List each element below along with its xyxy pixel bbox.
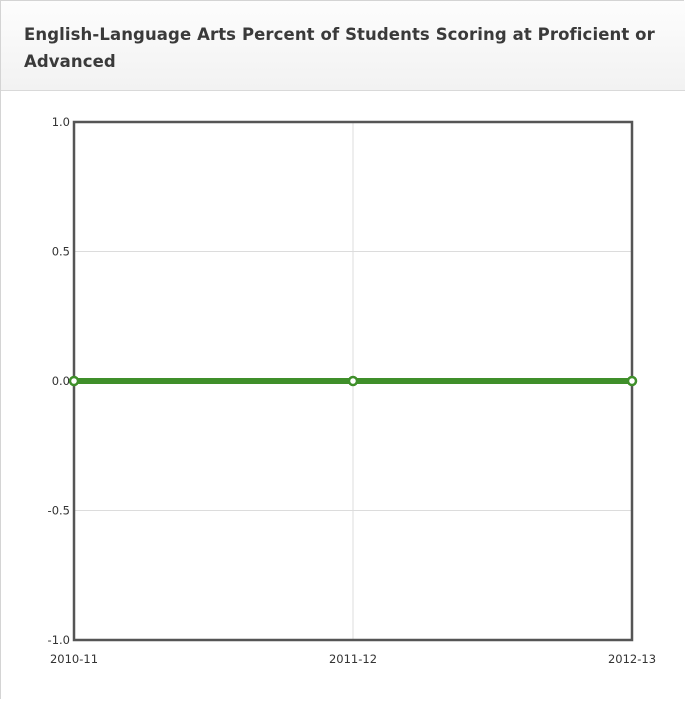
y-tick-label: 0.0 [52,374,70,388]
chart-area: 1.0 0.5 0.0 -0.5 -1.0 2010-11 2011-12 2012-13 [1,92,685,701]
data-point[interactable] [626,375,638,387]
y-tick-label: -1.0 [48,633,70,647]
chart-title: English-Language Arts Percent of Student… [1,1,685,91]
line-chart: 1.0 0.5 0.0 -0.5 -1.0 2010-11 2011-12 2012-13 [48,115,656,666]
x-tick-label: 2011-12 [329,652,377,666]
x-tick-label: 2010-11 [50,652,98,666]
data-point[interactable] [68,375,80,387]
y-tick-label: 1.0 [52,115,70,129]
x-tick-label: 2012-13 [608,652,656,666]
y-tick-label: -0.5 [48,504,70,518]
y-tick-label: 0.5 [52,245,70,259]
data-point[interactable] [347,375,359,387]
